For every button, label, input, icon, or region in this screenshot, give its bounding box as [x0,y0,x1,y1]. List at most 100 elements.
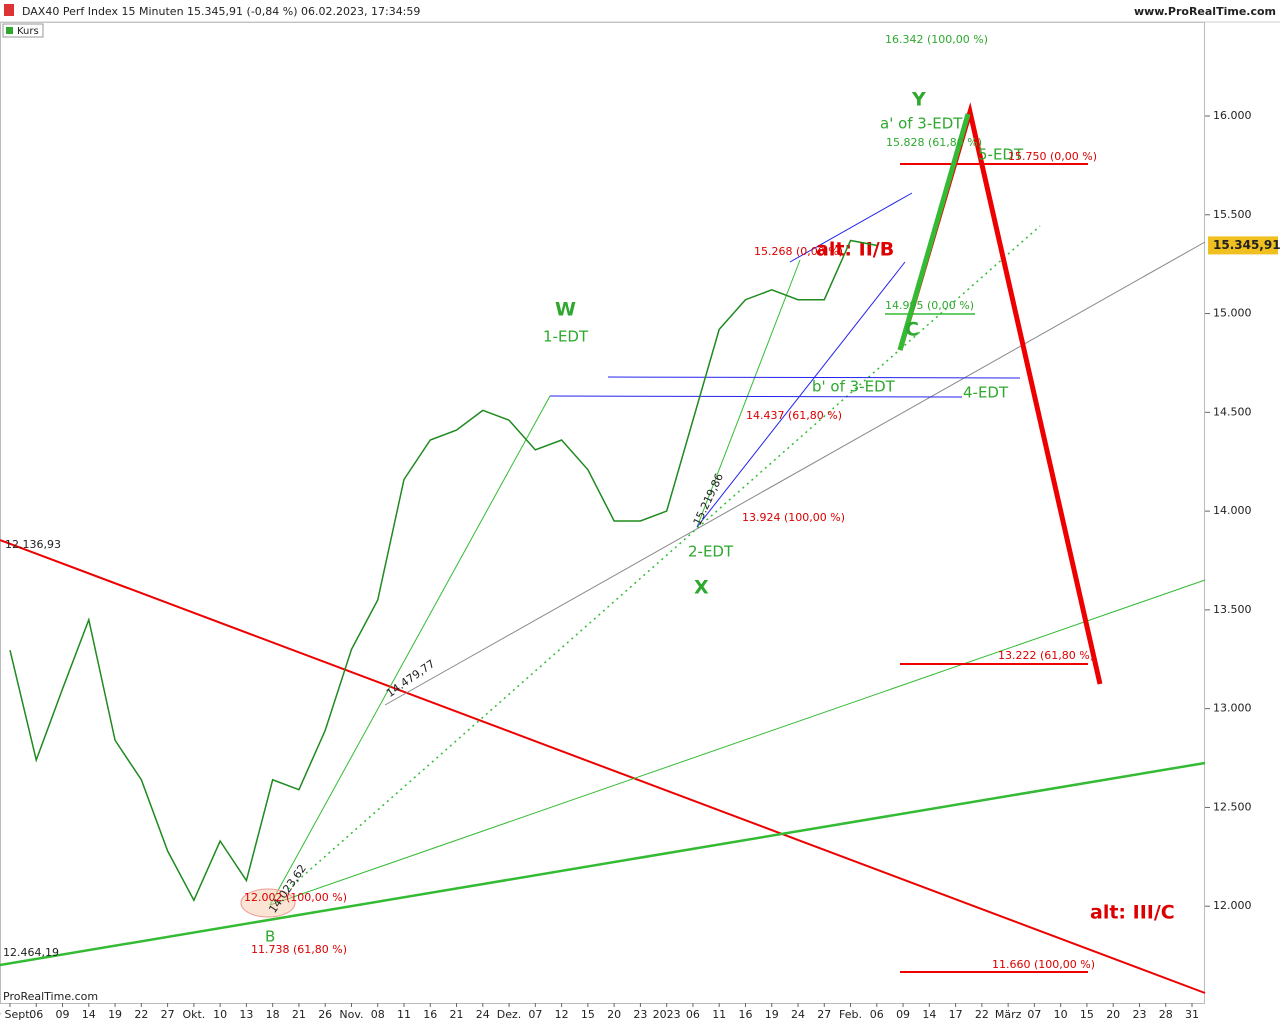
x-tick-label: 18 [266,1008,280,1021]
x-tick-label: 16 [738,1008,752,1021]
x-tick-label: 16 [423,1008,437,1021]
x-tick-label: März [995,1008,1022,1021]
x-tick-label: 31 [1185,1008,1199,1021]
x-tick-label: 28 [1159,1008,1173,1021]
x-tick-label: 11 [397,1008,411,1021]
x-tick-label: 20 [607,1008,621,1021]
x-tick-label: Dez. [497,1008,522,1021]
x-tick-label: 21 [292,1008,306,1021]
x-tick-label: Nov. [339,1008,363,1021]
annotation: 11.660 (100,00 %) [992,958,1095,971]
logo [4,4,14,16]
x-tick-label: 20 [1106,1008,1120,1021]
x-tick-label: 14 [82,1008,96,1021]
x-tick-label: 26 [318,1008,332,1021]
annotation: 11.738 (61,80 %) [251,943,347,956]
footer: ProRealTime.com [3,990,98,1003]
x-tick-label: 06 [29,1008,43,1021]
x-tick-label: 06 [870,1008,884,1021]
x-tick-label: 29 Sept. [0,1008,33,1021]
x-tick-label: 11 [712,1008,726,1021]
annotation: 2-EDT [688,543,734,561]
trend-line [696,259,801,528]
y-tick-label: 14.000 [1213,504,1252,517]
annotation: X [694,577,709,599]
annotation: alt: III/C [1090,902,1175,924]
trend-line [269,579,1206,906]
x-tick-label: 15 [581,1008,595,1021]
y-tick-label: 16.000 [1213,109,1252,122]
x-tick-label: Feb. [839,1008,862,1021]
annotation: 12.002 (100,00 %) [244,891,347,904]
annotation: 15.268 (0,00 %) [754,245,843,258]
x-tick-label: 13 [239,1008,253,1021]
x-tick-label: 14 [922,1008,936,1021]
y-tick-label: 12.500 [1213,800,1252,813]
annotation: 12.136,93 [5,538,61,551]
level-line [607,376,1021,379]
legend-label: Kurs [17,26,39,37]
x-tick-label: 27 [161,1008,175,1021]
annotation: 16.342 (100,00 %) [885,33,988,46]
chart-title: DAX40 Perf Index 15 Minuten 15.345,91 (-… [22,5,420,18]
x-tick-label: 12 [555,1008,569,1021]
x-tick-label: 10 [1054,1008,1068,1021]
y-tick-label: 13.000 [1213,702,1252,715]
last-price-label: 15.345,91 [1213,238,1280,252]
legend-swatch [6,27,13,34]
trend-line [384,241,1206,706]
annotation: 4-EDT [963,384,1009,402]
annotation: 15.828 (61,80 %) [886,136,982,149]
x-tick-label: 15 [1080,1008,1094,1021]
annotation: 1-EDT [543,328,589,346]
x-tick-label: 2023 [653,1008,681,1021]
y-tick-label: 14.500 [1213,405,1252,418]
annotation: B [265,928,275,946]
x-tick-label: 27 [817,1008,831,1021]
x-tick-label: 24 [791,1008,805,1021]
annotation: 15.750 (0,00 %) [1008,150,1097,163]
annotation: alt: II/B [816,239,894,261]
annotation: 13.924 (100,00 %) [742,511,845,524]
annotation: 12.464,19 [3,946,59,959]
drawings [0,102,1206,994]
x-tick-label: 10 [213,1008,227,1021]
x-tick-label: 21 [450,1008,464,1021]
level-line [549,395,963,398]
y-tick-label: 15.000 [1213,307,1252,320]
annotation: 5-EDT [978,146,1024,164]
x-tick-label: 19 [108,1008,122,1021]
channel-line [696,261,906,528]
x-tick-label: 23 [1132,1008,1146,1021]
x-tick-label: 24 [476,1008,490,1021]
x-tick-label: 06 [686,1008,700,1021]
trend-line [269,395,551,906]
annotation: 14.437 (61,80 %) [746,409,842,422]
annotation: Y [911,89,926,111]
annotation: C [905,319,919,341]
y-tick-label: 15.500 [1213,208,1252,221]
annotation: 13.222 (61,80 %) [998,649,1094,662]
x-tick-label: 22 [975,1008,989,1021]
last-price-tag [1208,236,1278,255]
x-tick-label: 08 [371,1008,385,1021]
x-tick-label: 23 [633,1008,647,1021]
trend-line [0,761,1206,967]
x-tick-label: 07 [528,1008,542,1021]
annotation: 14.995 (0,00 %) [885,299,974,312]
annotations: 16.342 (100,00 %) Y a' of 3-EDT 15.828 (… [3,33,1175,971]
highlight [240,888,296,918]
source: www.ProRealTime.com [1134,5,1276,18]
channel-line [789,192,913,263]
x-tick-label: Okt. [182,1008,205,1021]
x-tick-label: 22 [134,1008,148,1021]
annotation: a' of 3-EDT [880,115,963,133]
x-tick-label: 17 [949,1008,963,1021]
y-tick-label: 12.000 [1213,899,1252,912]
forecast-green [897,113,971,351]
x-tick-label: 09 [896,1008,910,1021]
x-tick-label: 19 [765,1008,779,1021]
